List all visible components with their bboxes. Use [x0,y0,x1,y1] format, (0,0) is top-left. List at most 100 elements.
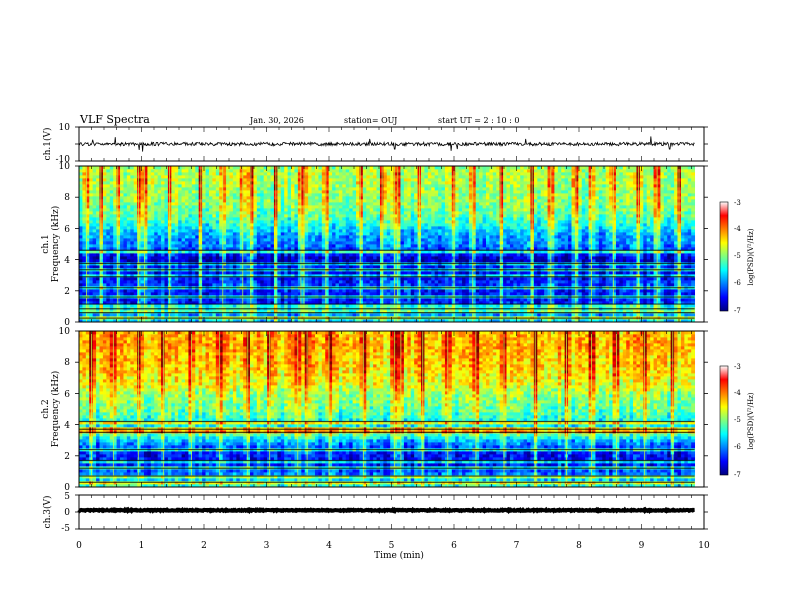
spectrogram-cell [311,232,316,236]
spectrogram-cell [236,271,241,275]
spectrogram-cell [284,187,289,191]
spectrogram-cell [208,274,213,278]
spectrogram-cell [92,187,97,191]
spectrogram-cell [308,193,312,197]
spectrogram-cell [356,280,360,284]
spectrogram-cell [349,193,354,197]
spectrogram-cell [185,235,189,239]
spectrogram-cell [232,205,237,209]
spectrogram-cell [102,232,107,236]
spectrogram-cell [291,220,295,224]
spectrogram-cell [362,202,367,206]
spectrogram-cell [133,238,138,242]
spectrogram-cell [82,313,87,317]
spectrogram-cell [222,277,227,281]
spectrogram-cell [219,250,224,254]
spectrogram-cell [260,301,265,305]
spectrogram-cell [267,166,271,170]
spectrogram-cell [123,253,128,257]
spectrogram-cell [270,211,275,215]
spectrogram-cell [232,253,237,257]
spectrogram-cell [383,283,388,287]
spectrogram-cell [352,202,357,206]
spectrogram-cell [130,238,135,242]
spectrogram-cell [82,292,87,296]
spectrogram-cell [215,235,220,239]
spectrogram-cell [390,202,395,206]
spectrogram-cell [383,319,388,323]
spectrogram-cell [362,289,367,293]
spectrogram-cell [229,292,234,296]
spectrogram-cell [164,220,169,224]
spectrogram-cell [287,193,292,197]
spectrogram-cell [85,247,90,251]
spectrogram-cell [246,313,251,317]
spectrogram-cell [301,283,306,287]
spectrogram-cell [116,304,121,308]
spectrogram-cell [362,292,367,296]
spectrogram-cell [116,271,121,275]
spectrogram-cell [397,241,401,245]
spectrogram-cell [157,310,162,314]
spectrogram-cell [397,250,401,254]
spectrogram-cell [260,166,265,170]
spectrogram-cell [304,271,309,275]
spectrogram-cell [92,277,97,281]
spectrogram-cell [79,292,83,296]
spectrogram-cell [356,283,360,287]
spectrogram-cell [383,235,388,239]
spectrogram-cell [366,310,371,314]
spectrogram-cell [267,190,271,194]
spectrogram-cell [335,280,340,284]
spectrogram-cell [229,274,234,278]
spectrogram-cell [314,178,319,182]
spectrogram-cell [393,253,398,257]
spectrogram-cell [294,274,299,278]
spectrogram-cell [362,238,367,242]
spectrogram-cell [383,277,388,281]
spectrogram-cell [202,202,206,206]
spectrogram-cell [215,166,220,170]
spectrogram-cell [390,226,395,230]
spectrogram-cell [96,196,100,200]
spectrogram-cell [267,259,271,263]
spectrogram-cell [123,319,128,323]
spectrogram-cell [191,169,196,173]
spectrogram-cell [373,214,377,218]
spectrogram-cell [366,196,371,200]
spectrogram-cell [325,175,330,179]
spectrogram-cell [195,211,200,215]
spectrogram-cell [99,256,104,260]
spectrogram-cell [369,205,374,209]
spectrogram-cell [349,247,354,251]
spectrogram-cell [174,289,179,293]
spectrogram-cell [325,193,330,197]
spectrogram-cell [304,313,309,317]
spectrogram-cell [157,217,162,221]
spectrogram-cell [332,229,336,233]
spectrogram-cell [123,283,128,287]
spectrogram-cell [137,232,141,236]
spectrogram-cell [164,172,169,176]
spectrogram-cell [154,181,159,185]
spectrogram-cell [137,256,141,260]
spectrogram-cell [263,310,268,314]
spectrogram-cell [195,265,200,269]
spectrogram-cell [256,241,261,245]
spectrogram-cell [202,220,206,224]
spectrogram-cell [171,175,176,179]
spectrogram-cell [219,214,224,218]
spectrogram-cell [246,292,251,296]
ch1-ylabel: ch.1(V) [42,128,53,161]
spectrogram-cell [321,241,326,245]
spectrogram-cell [390,277,395,281]
spectrogram-cell [150,310,155,314]
spectrogram-cell [140,205,145,209]
spectrogram-cell [147,205,152,209]
spectrogram-cell [294,187,299,191]
spectrogram-cell [188,187,193,191]
spectrogram-cell [328,298,333,302]
spectrogram-cell [99,196,104,200]
spectrogram-cell [256,292,261,296]
spectrogram-cell [232,202,237,206]
